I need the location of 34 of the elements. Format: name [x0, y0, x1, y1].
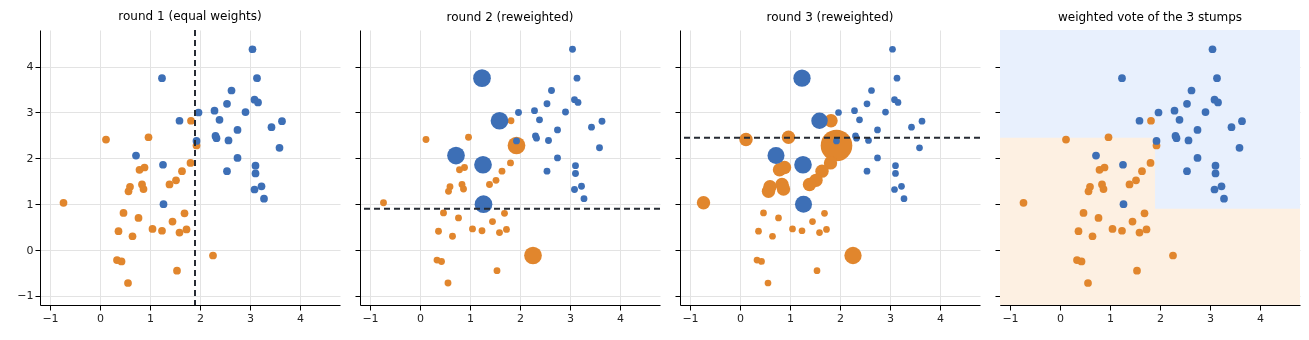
x-tick-label: 0	[737, 311, 744, 325]
chart-title: round 3 (reweighted)	[766, 10, 894, 24]
x-tick-label: −1	[42, 311, 59, 325]
x-tick-label: 3	[887, 311, 894, 325]
x-tick-label: 0	[417, 311, 424, 325]
x-tick-label: −1	[1002, 311, 1019, 325]
x-tick-label: 2	[517, 311, 524, 325]
x-tick-label: 1	[1107, 311, 1114, 325]
x-tick-label: 2	[837, 311, 844, 325]
x-tick-label: 4	[617, 311, 624, 325]
x-tick-label: 1	[147, 311, 154, 325]
x-tick-label: −1	[362, 311, 379, 325]
x-tick-label: 0	[97, 311, 104, 325]
x-tick-label: 3	[567, 311, 574, 325]
x-tick-label: 2	[197, 311, 204, 325]
chart-title: weighted vote of the 3 stumps	[1057, 10, 1243, 24]
x-tick-label: 3	[1207, 311, 1214, 325]
x-tick-label: −1	[682, 311, 699, 325]
y-tick-label: 3	[26, 106, 34, 119]
x-tick-label: 4	[937, 311, 944, 325]
chart-title: round 1 (equal weights)	[118, 9, 262, 23]
chart-title: round 2 (reweighted)	[446, 10, 574, 24]
x-tick-label: 0	[1057, 311, 1064, 325]
y-tick-label: 2	[26, 151, 34, 165]
x-tick-label: 4	[1257, 311, 1264, 325]
x-tick-label: 3	[247, 311, 254, 325]
x-tick-label: 2	[1157, 311, 1164, 325]
y-tick-label: 4	[26, 60, 34, 74]
x-tick-label: 1	[467, 311, 474, 325]
x-tick-label: 1	[787, 311, 794, 325]
y-tick-label: 1	[26, 197, 34, 211]
y-tick-label: −1	[17, 289, 34, 303]
y-tick-label: 0	[26, 243, 34, 257]
x-tick-label: 4	[297, 311, 304, 325]
